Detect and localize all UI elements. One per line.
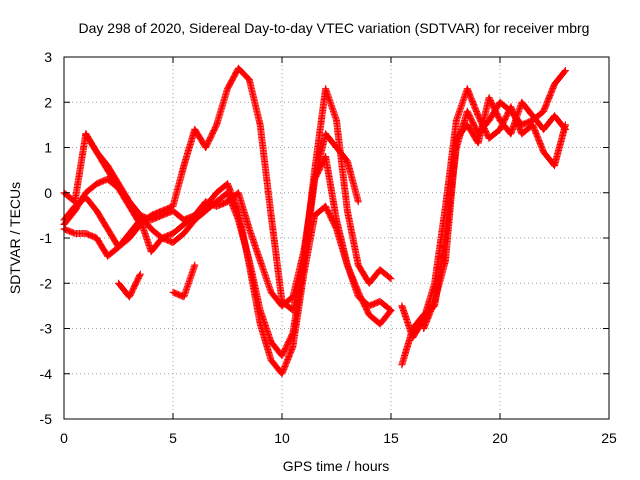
x-tick-label: 0 xyxy=(60,430,68,446)
x-tick-label: 25 xyxy=(601,430,617,446)
data-point xyxy=(191,261,199,269)
y-tick-label: 1 xyxy=(44,140,52,156)
x-tick-labels: 0 5 10 15 20 25 xyxy=(60,430,617,446)
series-track-10 xyxy=(420,94,569,332)
y-axis-label: SDTVAR / TECUs xyxy=(7,182,23,294)
data-point xyxy=(561,125,569,133)
series-track-5 xyxy=(82,130,144,228)
y-tick-label: -3 xyxy=(40,321,53,337)
chart-title: Day 298 of 2020, Sidereal Day-to-day VTE… xyxy=(79,20,590,36)
y-tick-label: 2 xyxy=(44,94,52,110)
y-tick-label: 3 xyxy=(44,49,52,65)
x-axis-label: GPS time / hours xyxy=(283,458,390,474)
x-tick-label: 5 xyxy=(169,430,177,446)
y-tick-label: -5 xyxy=(40,411,53,427)
y-tick-label: 0 xyxy=(44,185,52,201)
series-track-4 xyxy=(60,180,395,378)
x-tick-label: 20 xyxy=(492,430,508,446)
data-point xyxy=(136,272,144,280)
data-point xyxy=(386,308,394,316)
data-point xyxy=(136,220,144,228)
data-points xyxy=(60,64,569,378)
series-track-6 xyxy=(115,270,144,301)
data-point xyxy=(560,68,568,76)
data-point xyxy=(136,219,143,227)
data-point xyxy=(560,124,568,132)
data-point xyxy=(387,306,395,314)
data-point xyxy=(354,198,362,206)
data-point xyxy=(561,67,569,75)
x-tick-label: 10 xyxy=(274,430,290,446)
data-point xyxy=(514,110,522,118)
data-point xyxy=(136,270,144,278)
y-tick-label: -2 xyxy=(40,275,53,291)
x-tick-label: 15 xyxy=(383,430,399,446)
y-tick-labels: -5 -4 -3 -2 -1 0 1 2 3 xyxy=(40,49,53,427)
series-track-7 xyxy=(169,261,199,301)
axis-ticks xyxy=(63,56,610,420)
data-point xyxy=(387,275,395,283)
data-point xyxy=(332,224,340,231)
y-tick-label: -4 xyxy=(40,366,53,382)
data-point xyxy=(386,274,394,282)
y-tick-label: -1 xyxy=(40,230,53,246)
